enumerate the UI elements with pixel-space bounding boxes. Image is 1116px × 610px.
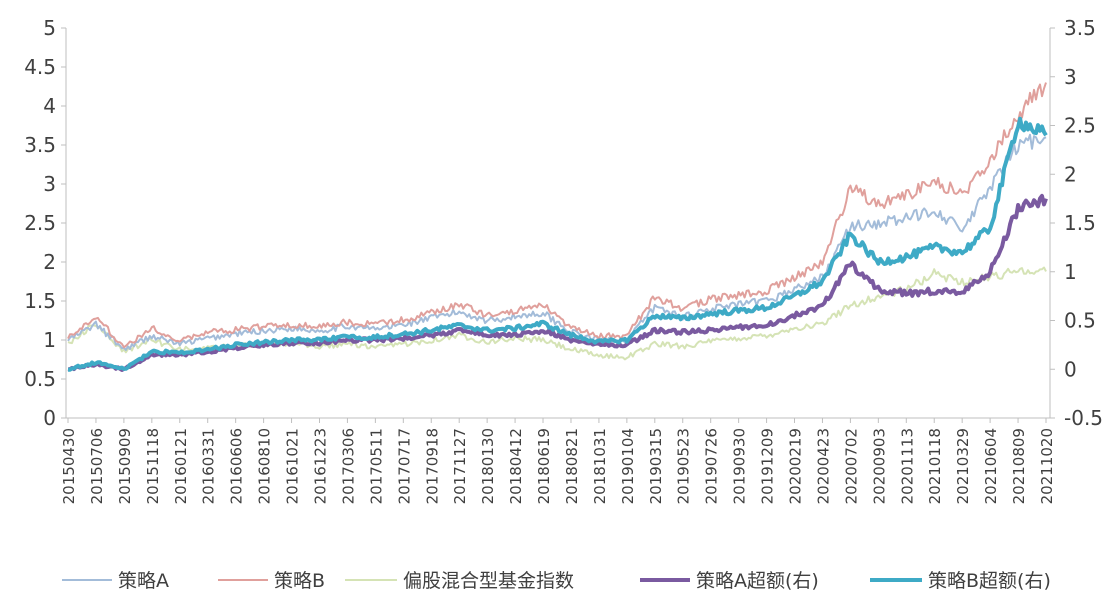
legend: 策略A 策略B 偏股混合型基金指数 策略A超额(右) 策略B超额(右): [62, 570, 1051, 592]
x-tick-label: 20200903: [870, 428, 888, 504]
x-tick-label: 20180619: [535, 428, 553, 504]
x-tick-label: 20170717: [395, 428, 413, 504]
series-layer: [67, 82, 1048, 372]
x-tick-label: 20180130: [479, 428, 497, 504]
x-tick-label: 20150430: [60, 428, 78, 504]
x-tick-label: 20151118: [144, 428, 162, 504]
y-right-tick-label: 2: [1064, 162, 1077, 186]
y-left-tick-label: 4.5: [24, 55, 56, 79]
y-right-tick-label: 2.5: [1064, 114, 1096, 138]
y-right-tick-label: 0: [1064, 357, 1077, 381]
x-tick-label: 20150909: [116, 428, 134, 504]
legend-label: 策略A超额(右): [696, 570, 819, 592]
y-left-tick-label: 0.5: [24, 367, 56, 391]
y-right-tick-label: 1: [1064, 260, 1077, 284]
x-tick-label: 20191209: [759, 428, 777, 504]
y-right-tick-label: 1.5: [1064, 211, 1096, 235]
y-left-tick-label: 1.5: [24, 289, 56, 313]
x-tick-label: 20200219: [787, 428, 805, 504]
x-tick-label: 20160810: [256, 428, 274, 504]
x-tick-label: 20211020: [1038, 428, 1056, 504]
x-tick-label: 20171127: [451, 428, 469, 504]
legend-label: 策略B: [274, 570, 325, 592]
x-tick-label: 20210329: [954, 428, 972, 504]
legend-label: 偏股混合型基金指数: [403, 570, 574, 592]
x-tick-label: 20190523: [675, 428, 693, 504]
y-left-tick-label: 5: [43, 16, 56, 40]
x-tick-label: 20160121: [172, 428, 190, 504]
x-tick-label: 20190315: [647, 428, 665, 504]
x-tick-label: 20210118: [926, 428, 944, 504]
x-tick-label: 20170918: [423, 428, 441, 504]
x-tick-label: 20160606: [228, 428, 246, 504]
y-right-tick-label: 0.5: [1064, 309, 1096, 333]
y-left-tick-label: 2.5: [24, 211, 56, 235]
x-tick-label: 20210809: [1010, 428, 1028, 504]
series-line-3: [67, 193, 1048, 372]
x-tick-label: 20180412: [507, 428, 525, 504]
legend-label: 策略B超额(右): [928, 570, 1051, 592]
x-tick-label: 20160331: [200, 428, 218, 504]
y-left-tick-label: 4: [43, 94, 56, 118]
x-tick-label: 20170511: [367, 428, 385, 504]
y-left-tick-label: 3.5: [24, 133, 56, 157]
x-tick-label: 20200423: [814, 428, 832, 504]
x-tick-label: 20161021: [284, 428, 302, 504]
x-tick-label: 20161223: [311, 428, 329, 504]
x-tick-label: 20201113: [898, 428, 916, 504]
y-left-tick-label: 0: [43, 406, 56, 430]
y-right-tick-label: 3.5: [1064, 16, 1096, 40]
x-tick-label: 20210604: [982, 428, 1000, 504]
x-tick-label: 20170306: [339, 428, 357, 504]
y-right-tick-label: -0.5: [1064, 406, 1103, 430]
legend-label: 策略A: [118, 570, 169, 592]
y-left-tick-label: 3: [43, 172, 56, 196]
x-tick-label: 20190104: [619, 428, 637, 504]
series-line-1: [67, 82, 1047, 349]
y-left-tick-label: 1: [43, 328, 56, 352]
x-tick-label: 20150706: [88, 428, 106, 504]
series-line-0: [67, 133, 1047, 351]
x-tick-label: 20190930: [731, 428, 749, 504]
series-line-4: [68, 116, 1048, 372]
x-tick-label: 20190726: [703, 428, 721, 504]
x-tick-label: 20200702: [842, 428, 860, 504]
axes-layer: 0 0.5 1 1.5 2 2.5 3 3.5 4 4.5 5 -0.5 0 0.5 1 1.5 2 2.5 3 3.…: [24, 16, 1103, 504]
y-left-tick-label: 2: [43, 250, 56, 274]
y-right-tick-label: 3: [1064, 65, 1077, 89]
x-tick-label: 20181031: [591, 428, 609, 504]
x-tick-label: 20180821: [563, 428, 581, 504]
